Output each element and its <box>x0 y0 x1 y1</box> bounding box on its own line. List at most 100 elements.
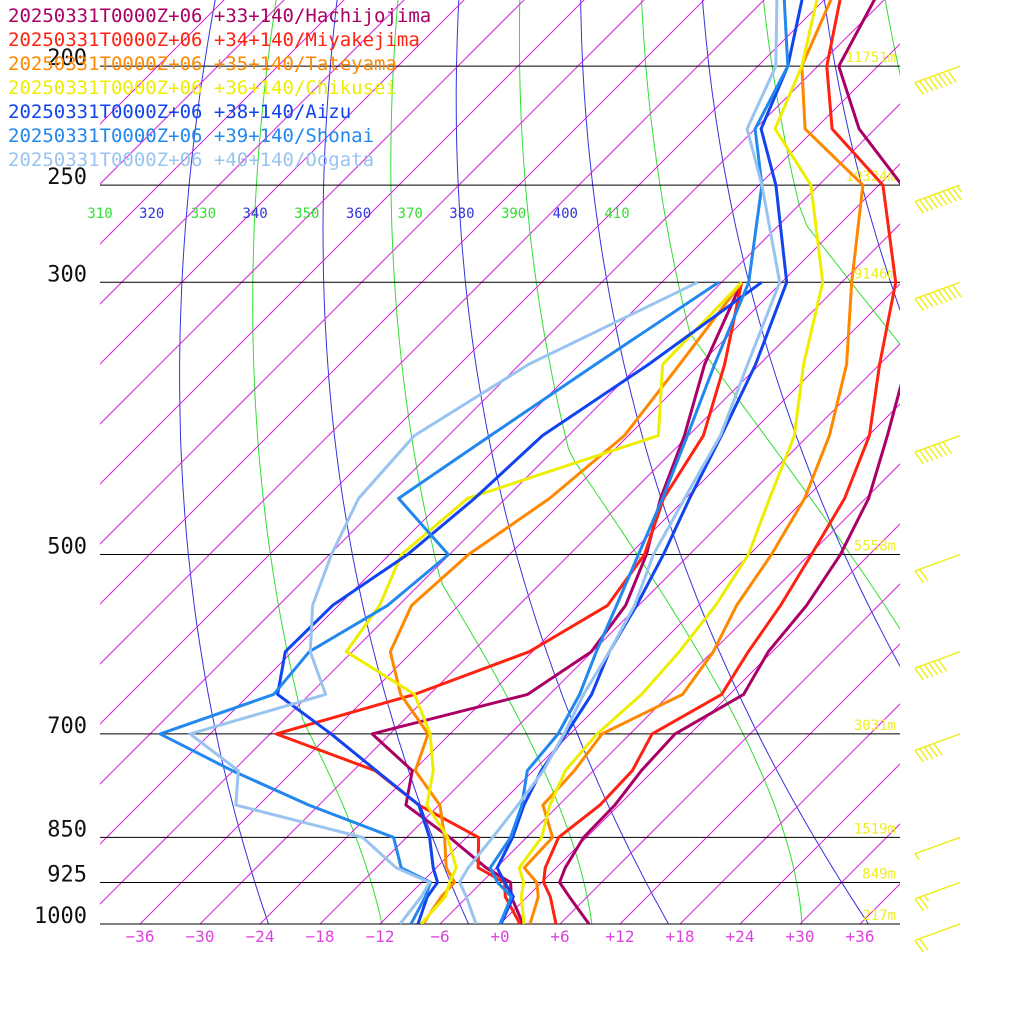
isotherm-line <box>619 643 900 924</box>
pressure-tick-label: 250 <box>47 165 87 190</box>
wind-barb-feather <box>942 441 953 455</box>
dry-adiabat-line <box>702 0 900 668</box>
series-temp-line <box>458 0 782 924</box>
wind-barb <box>914 651 961 681</box>
wind-barb-feather <box>937 659 948 672</box>
height-label: 3031m <box>854 718 896 734</box>
wind-barb-feather <box>933 444 943 458</box>
wind-barb-feather <box>918 199 929 213</box>
wind-barb-staff <box>914 651 961 669</box>
temperature-tick-label: +18 <box>666 927 695 946</box>
wind-barb-feather <box>918 748 929 761</box>
temperature-tick-label: −6 <box>430 927 449 946</box>
height-label: 849m <box>862 866 896 882</box>
wind-barb-feather <box>928 744 939 758</box>
series-temp-line <box>488 0 790 924</box>
pressure-tick-label: 1000 <box>34 904 87 929</box>
theta-label: 350 <box>294 206 319 222</box>
moist-adiabat-line <box>961 0 1024 950</box>
series-dew-line <box>370 281 744 924</box>
wind-barb-feather <box>933 660 943 674</box>
wind-barb-feather <box>947 286 957 299</box>
temperature-tick-label: −18 <box>306 927 335 946</box>
wind-barb-feather <box>923 448 934 461</box>
series-dew-line <box>188 280 699 924</box>
temperature-tick-label: +30 <box>786 927 815 946</box>
wind-barb-feather <box>914 451 925 465</box>
temperature-tick-label: +6 <box>550 927 569 946</box>
legend-entry: 20250331T0000Z+06 +40+140/Oogata <box>8 149 375 171</box>
series-dew-line <box>276 281 763 924</box>
temperature-tick-label: +36 <box>846 927 875 946</box>
temperature-tick-label: −30 <box>186 927 215 946</box>
moist-adiabat-line <box>641 0 900 630</box>
dry-adiabat-line <box>580 0 870 924</box>
pressure-tick-label: 300 <box>47 262 87 287</box>
wind-barb-feather <box>923 197 934 211</box>
dry-adiabat-line <box>910 0 1024 950</box>
isotherm-line <box>379 403 900 924</box>
dry-adiabat-line <box>1011 0 1024 950</box>
wind-barb-feather <box>951 284 962 298</box>
isotherm-line <box>319 343 900 924</box>
wind-barbs <box>914 65 963 953</box>
theta-label: 320 <box>139 206 164 222</box>
wind-barb-feather <box>914 570 925 584</box>
wind-barb-staff <box>914 881 961 900</box>
legend-entry: 20250331T0000Z+06 +39+140/Shonai <box>8 125 375 147</box>
isotherm-line <box>559 583 900 924</box>
wind-barb <box>914 923 961 953</box>
sounding-series <box>158 0 900 924</box>
wind-barb-feather <box>933 75 943 88</box>
wind-barb-staff <box>914 923 961 942</box>
wind-barb-feather <box>914 898 925 912</box>
series-dew-line <box>344 281 743 924</box>
wind-barb-feather <box>914 201 925 214</box>
wind-barb-feather <box>918 938 929 951</box>
temperature-tick-label: +12 <box>606 927 635 946</box>
wind-barb <box>914 65 961 95</box>
wind-barb-feather <box>914 667 925 681</box>
series-dew-line <box>388 281 743 924</box>
wind-barb-half-feather <box>956 185 963 193</box>
temperature-tick-label: +24 <box>726 927 755 946</box>
isotherm-line <box>439 463 900 924</box>
wind-barb-feather <box>928 77 939 90</box>
legend-entry: 20250331T0000Z+06 +34+140/Miyakejima <box>8 29 420 51</box>
wind-barb-feather <box>923 746 934 760</box>
pressure-tick-label: 850 <box>47 817 87 842</box>
wind-barb-feather <box>914 939 925 953</box>
series-dew-line <box>274 281 744 924</box>
legend-entry: 20250331T0000Z+06 +33+140/Hachijojima <box>8 5 432 27</box>
wind-barb-feather <box>918 665 929 679</box>
theta-label: 340 <box>242 206 267 222</box>
temperature-tick-label: −24 <box>246 927 275 946</box>
isotherm-line <box>259 283 900 924</box>
pressure-tick-label: 500 <box>47 535 87 560</box>
wind-barb-feather <box>947 70 957 83</box>
isobars <box>100 65 900 925</box>
wind-barb <box>914 553 961 584</box>
wind-barb-feather <box>918 80 929 94</box>
legend-entry: 20250331T0000Z+06 +35+140/Tateyama <box>8 53 397 75</box>
wind-barb-feather <box>928 195 939 209</box>
height-label: 217m <box>862 908 896 924</box>
wind-barb-feather <box>933 194 943 207</box>
series-temp-line <box>558 0 900 924</box>
theta-label: 310 <box>87 206 112 222</box>
moist-adiabat-line <box>884 0 900 76</box>
wind-barb-half-feather <box>923 895 930 902</box>
legend-entry: 20250331T0000Z+06 +38+140/Aizu <box>8 101 352 123</box>
wind-barb-staff <box>914 836 961 855</box>
wind-barb-feather <box>937 73 948 87</box>
wind-barb-feather <box>942 190 953 204</box>
temperature-tick-label: −12 <box>366 927 395 946</box>
isotherm-line <box>679 703 900 924</box>
wind-barb <box>914 184 963 214</box>
pressure-tick-label: 200 <box>47 46 87 71</box>
wind-barb-staff <box>914 65 961 84</box>
wind-barb <box>914 881 961 912</box>
isotherm-line <box>920 0 1024 924</box>
theta-label: 330 <box>191 206 216 222</box>
height-label: 11751m <box>845 50 896 66</box>
